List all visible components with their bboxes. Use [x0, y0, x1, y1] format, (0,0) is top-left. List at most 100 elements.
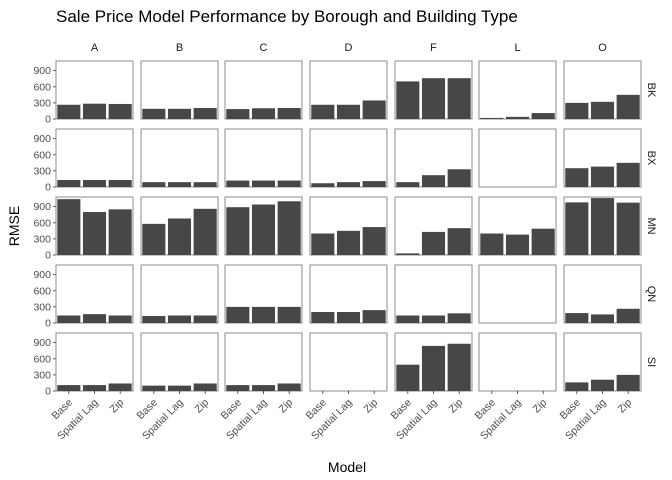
bar — [251, 108, 276, 119]
chart-title: Sale Price Model Performance by Borough … — [56, 7, 518, 26]
bar — [167, 108, 192, 119]
x-axis-title: Model — [328, 459, 366, 475]
y-tick-label: 300 — [33, 97, 51, 109]
bar — [336, 104, 361, 119]
y-tick-label: 900 — [33, 133, 51, 145]
bar — [616, 162, 640, 187]
bar — [311, 183, 335, 187]
facet-panel — [55, 264, 134, 324]
y-tick-label: 900 — [33, 65, 51, 77]
bar — [616, 202, 640, 255]
bar — [336, 311, 361, 323]
bar — [142, 182, 166, 187]
bar — [336, 230, 361, 255]
bar — [616, 94, 640, 119]
bar — [565, 382, 589, 391]
y-tick-label: 900 — [33, 201, 51, 213]
facet-column-label: B — [176, 42, 183, 54]
bar — [82, 385, 107, 391]
x-tick-label: Zip — [615, 397, 634, 416]
bar — [447, 169, 471, 187]
bar — [505, 234, 530, 255]
y-tick-label: 300 — [33, 233, 51, 245]
bar — [362, 227, 386, 255]
bar — [193, 107, 217, 119]
bar — [142, 385, 166, 391]
bar — [57, 180, 81, 187]
facet-column-label: L — [514, 42, 520, 54]
bar — [480, 233, 504, 255]
facet-panel — [309, 128, 388, 188]
bar — [277, 306, 301, 323]
y-tick-label: 300 — [33, 301, 51, 313]
y-tick-label: 300 — [33, 369, 51, 381]
facet-column-label: D — [345, 42, 353, 54]
bar — [108, 383, 132, 391]
bar — [590, 314, 615, 323]
bar — [336, 182, 361, 187]
y-tick-label: 300 — [33, 165, 51, 177]
facet-column-label: A — [91, 42, 99, 54]
bar — [167, 182, 192, 187]
y-tick-label: 600 — [33, 217, 51, 229]
bar — [57, 199, 81, 255]
bar — [590, 101, 615, 119]
x-tick-label: Zip — [276, 397, 295, 416]
bar — [82, 180, 107, 187]
bar — [251, 180, 276, 187]
y-tick-label: 0 — [45, 182, 51, 194]
bar — [108, 103, 132, 119]
bar — [226, 207, 250, 255]
bar — [167, 385, 192, 391]
bar — [142, 223, 166, 255]
facet-panel — [140, 128, 219, 188]
bar — [616, 374, 640, 391]
y-tick-label: 0 — [45, 250, 51, 262]
facet-panel — [140, 332, 219, 392]
facet-row-label: MN — [645, 217, 657, 234]
bar — [82, 212, 107, 255]
bar — [311, 233, 335, 255]
bar — [396, 182, 420, 187]
bar — [193, 208, 217, 255]
bar — [447, 228, 471, 255]
facet-column-label: F — [430, 42, 437, 54]
facet-panel — [224, 332, 303, 392]
bar — [108, 315, 132, 323]
bar — [57, 104, 81, 119]
bar — [531, 228, 555, 255]
facet-panel — [55, 332, 134, 392]
bar — [167, 315, 192, 323]
bar — [447, 343, 471, 391]
y-tick-label: 0 — [45, 386, 51, 398]
facet-panel — [478, 128, 557, 188]
bar — [167, 218, 192, 255]
bar — [396, 253, 420, 255]
facet-panel — [478, 332, 557, 392]
bar — [226, 385, 250, 391]
bar — [565, 202, 589, 255]
bar — [505, 116, 530, 119]
x-tick-label: Zip — [446, 397, 465, 416]
bar — [277, 201, 301, 255]
bar — [251, 306, 276, 323]
bar — [193, 383, 217, 391]
facet-panel — [224, 128, 303, 188]
bar — [421, 175, 446, 187]
y-tick-label: 0 — [45, 318, 51, 330]
x-tick-label: Zip — [192, 397, 211, 416]
y-tick-label: 900 — [33, 337, 51, 349]
bar — [251, 385, 276, 391]
bar — [565, 102, 589, 119]
bar — [226, 306, 250, 323]
bar — [565, 168, 589, 187]
bar — [421, 345, 446, 391]
y-tick-label: 900 — [33, 269, 51, 281]
y-tick-label: 600 — [33, 285, 51, 297]
facet-panel — [309, 332, 388, 392]
bar — [82, 103, 107, 119]
bar — [396, 364, 420, 391]
bar — [277, 107, 301, 119]
facet-panel — [55, 128, 134, 188]
x-tick-label: Zip — [361, 397, 380, 416]
